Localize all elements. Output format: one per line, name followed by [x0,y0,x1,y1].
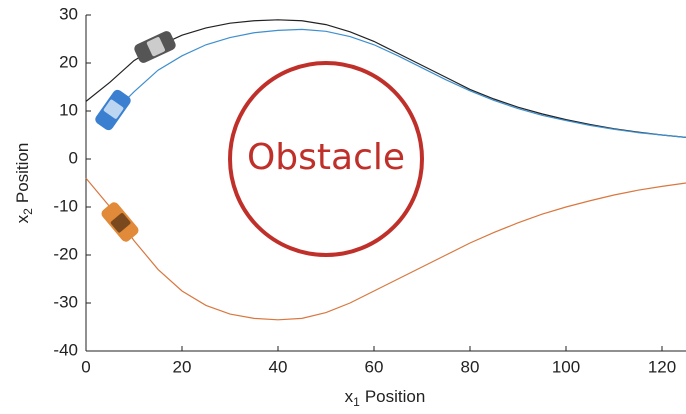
y-axis-label: x2Position [13,143,35,224]
y-tick-label: -10 [53,196,78,215]
x-tick-label: 0 [81,357,90,376]
y-axis-label-subscript: 2 [21,208,35,215]
x-tick-label: 80 [461,357,480,376]
x-tick-label: 120 [648,357,676,376]
car-orange [99,200,140,243]
x-tick-label: 100 [552,357,580,376]
x-tick-label: 20 [173,357,192,376]
x-tick-label: 40 [269,357,288,376]
y-tick-label: 20 [59,52,78,71]
y-tick-label: 0 [69,148,78,167]
trajectory [110,29,686,137]
car-blue [93,88,132,132]
y-tick-label: -40 [53,340,78,359]
y-tick-label: -30 [53,292,78,311]
chart: -40-30-20-100102030020406080100120x1Posi… [0,0,686,414]
x-axis-label-text: Position [365,387,425,406]
obstacle-label: Obstacle [247,137,405,178]
y-tick-label: 30 [59,4,78,23]
trajectory [86,178,686,320]
car-black [133,29,178,64]
y-axis-label-text: Position [13,143,32,203]
y-tick-label: 10 [59,100,78,119]
x-axis-label-subscript: 1 [353,395,360,409]
y-tick-label: -20 [53,244,78,263]
trajectory [86,20,686,138]
x-tick-label: 60 [365,357,384,376]
